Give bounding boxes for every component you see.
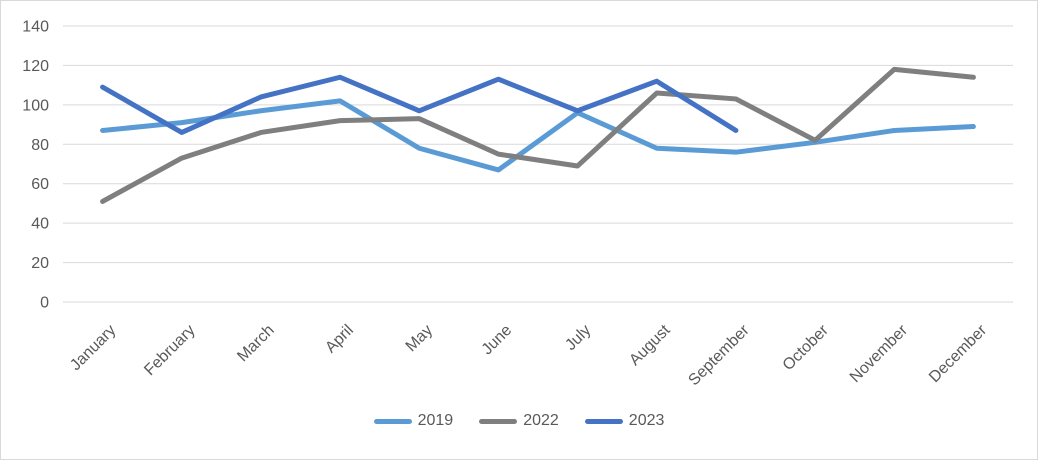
legend-label-2023: 2023 (628, 412, 665, 429)
x-axis-label-june: June (479, 322, 516, 359)
x-axis-label-october: October (780, 321, 833, 374)
y-axis-tick-label: 80 (31, 137, 49, 154)
legend-item-2022: 2022 (479, 413, 559, 429)
y-axis-tick-label: 120 (22, 58, 49, 75)
x-axis-label-november: November (847, 321, 912, 386)
legend-label-2019: 2019 (417, 412, 454, 429)
series-line-2022 (100, 66, 976, 204)
series-line-2023 (100, 74, 739, 135)
chart-legend: 2019 2022 2023 (1, 413, 1037, 429)
y-axis-tick-label: 40 (31, 216, 49, 233)
y-axis-tick-label: 100 (22, 97, 49, 114)
legend-item-2019: 2019 (373, 412, 454, 429)
x-axis-label-may: May (403, 322, 436, 355)
y-axis-tick-label: 140 (22, 19, 49, 36)
x-axis-label-july: July (562, 322, 594, 354)
legend-label-2022: 2022 (523, 412, 559, 429)
legend-item-2023: 2023 (584, 412, 665, 429)
legend-swatch-2023 (584, 418, 623, 424)
x-axis-label-january: January (67, 322, 119, 374)
x-axis-label-march: March (234, 322, 277, 365)
x-axis-label-february: February (141, 322, 198, 379)
series-line-2019 (100, 98, 976, 173)
x-axis-label-september: September (685, 321, 753, 389)
y-axis-tick-label: 60 (31, 176, 49, 193)
legend-swatch-2019 (373, 418, 412, 424)
y-axis-tick-label: 0 (40, 295, 49, 312)
y-axis-tick-label: 20 (31, 255, 49, 272)
legend-swatch-2022 (479, 418, 518, 424)
x-axis-label-december: December (926, 321, 991, 386)
x-axis-label-august: August (626, 321, 674, 369)
x-axis-label-april: April (322, 322, 357, 357)
